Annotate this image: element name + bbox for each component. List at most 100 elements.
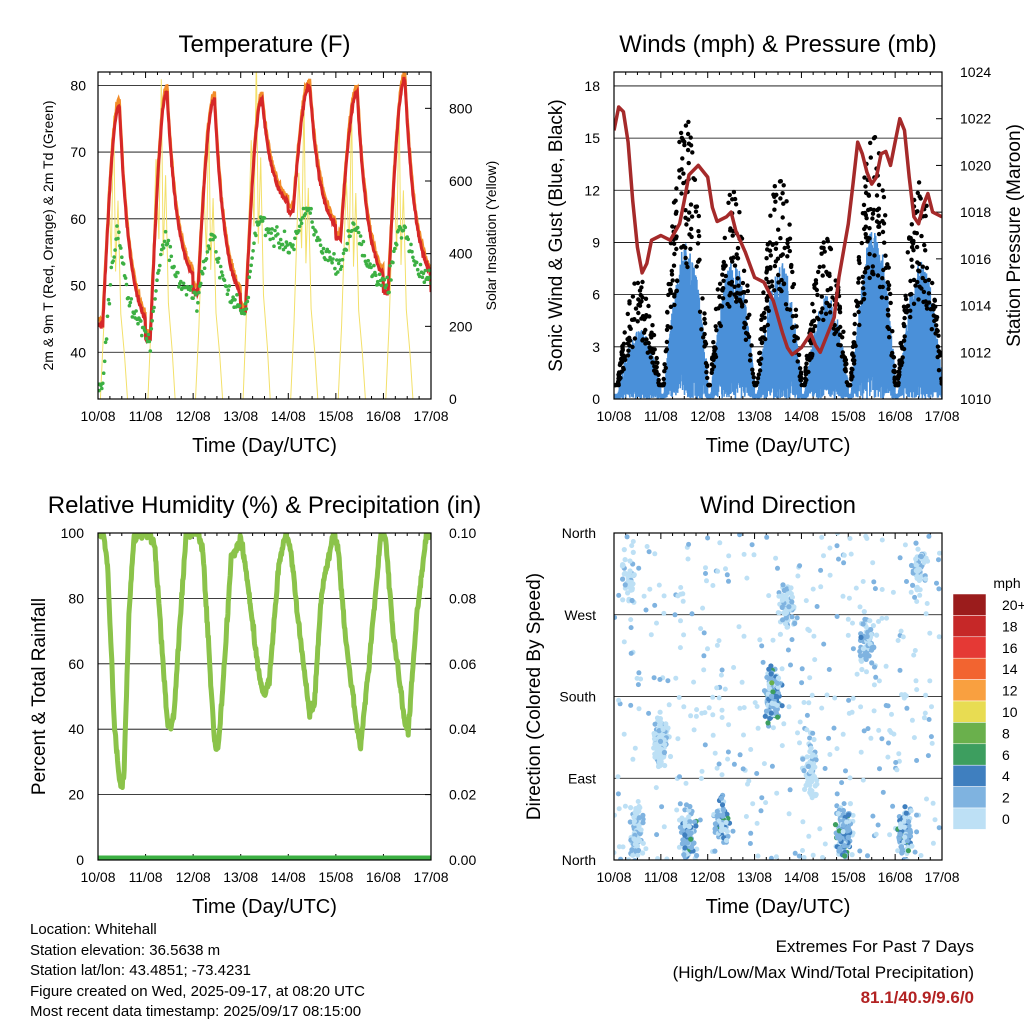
gust-point [712,345,717,350]
direction-point [898,628,904,634]
gust-point [923,248,928,253]
gust-point [685,131,691,137]
gust-point [737,210,742,215]
dewpoint-point [282,229,287,234]
gust-point [872,135,878,140]
winds-panel: Winds (mph) & Pressure (mb) 10/08 11/08 12/… [546,31,1024,457]
direction-point [652,602,658,608]
direction-point [896,751,902,757]
gust-point [908,278,913,284]
dewpoint-point [169,254,174,259]
direction-point [664,856,670,860]
direction-point [633,840,639,846]
humidity-plot-area [98,533,431,860]
direction-point [770,689,776,695]
direction-point [710,583,716,588]
direction-point [698,626,704,632]
gust-point [934,327,940,333]
dewpoint-point [326,258,331,263]
direction-point [836,828,842,834]
direction-point [857,848,863,854]
gust-point [757,361,763,367]
temperature-y2-tick-label: 600 [449,173,473,189]
gust-point [715,287,720,292]
temperature-y-tick-label: 60 [70,211,86,227]
dewpoint-point [293,236,297,241]
direction-point [686,814,692,820]
winds-x-tick-label: 15/08 [831,408,866,424]
direction-point [627,558,633,564]
gust-point [832,322,837,328]
direction-point [871,708,877,714]
gust-point [734,299,739,304]
legend-swatch [952,700,987,723]
gust-point [670,278,675,283]
direction-point [769,763,775,769]
gust-point [679,167,684,172]
dewpoint-point [146,332,151,337]
gust-point [803,365,808,370]
dewpoint-point [227,284,232,288]
direction-point [839,780,845,786]
dewpoint-point [387,290,391,295]
dewpoint-point [366,258,371,263]
direction-point [868,627,874,633]
dewpoint-point [339,264,344,269]
temperature-2m-line [98,76,431,345]
direction-point [840,822,847,829]
temperature-x-tick-label: 12/08 [176,408,211,424]
direction-point [691,727,697,733]
gust-point [820,273,825,278]
gust-point [778,196,783,201]
direction-point [843,768,848,774]
direction-point [890,803,896,809]
dewpoint-point [271,236,275,241]
gust-point [841,329,846,334]
direction-point [629,543,635,549]
winds-y-tick-label: 0 [592,391,600,407]
direction-point [868,631,874,638]
humidity-y2-tick-label: 0.04 [449,721,476,737]
direction-point [902,542,908,548]
gust-point [686,141,692,146]
gust-point [867,275,872,281]
direction-point [766,593,772,599]
gust-point [768,213,773,218]
gust-point [777,179,783,184]
direction-point [682,820,688,826]
dewpoint-point [177,285,181,289]
gust-point [731,255,736,260]
gust-point [778,236,783,241]
temperature-y2-tick-label: 800 [449,100,473,116]
gust-point [686,119,691,125]
gust-point [693,204,698,209]
direction-x-tick-label: 13/08 [737,869,772,885]
dewpoint-point [350,228,354,233]
dewpoint-point [144,336,149,341]
gust-point [704,364,710,369]
gust-point [920,264,925,269]
direction-point [879,736,885,742]
gust-point [880,276,885,281]
gust-point [762,328,767,334]
direction-point [789,637,795,643]
dewpoint-point [197,290,201,295]
direction-point [864,633,870,640]
gust-point [632,281,637,286]
direction-point [701,667,707,673]
legend-label: 6 [1002,747,1010,763]
direction-point [635,682,641,688]
direction-point [794,615,800,621]
dewpoint-point [251,249,255,253]
dewpoint-point [153,297,157,301]
dewpoint-point [222,278,227,283]
winds-y2-tick-label: 1014 [960,298,991,314]
gust-point [668,325,673,330]
direction-point [625,590,631,596]
direction-point [914,687,920,693]
dewpoint-point [207,246,212,251]
direction-point [912,594,918,600]
winds-y-tick-label: 18 [584,78,600,94]
direction-point [801,700,807,705]
direction-point [911,735,917,741]
